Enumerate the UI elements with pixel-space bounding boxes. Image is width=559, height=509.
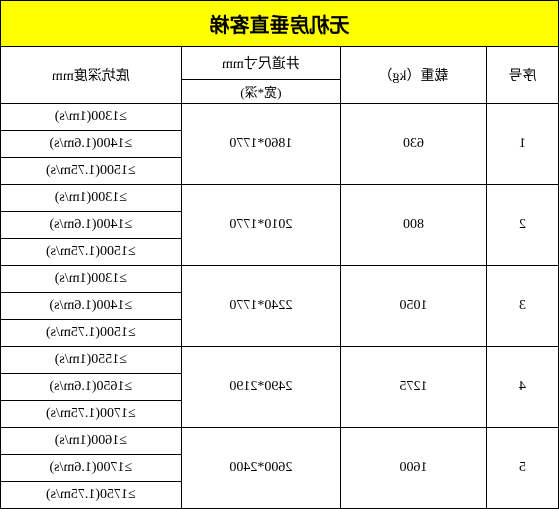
cell-shaft: 2490*2190 — [181, 347, 341, 428]
cell-load: 1600 — [341, 428, 487, 509]
cell-shaft: 2600*2400 — [181, 428, 341, 509]
header-seq: 序号 — [486, 47, 558, 104]
cell-seq: 5 — [486, 428, 558, 509]
header-load: 载重（kg） — [341, 47, 487, 104]
cell-load: 630 — [341, 104, 487, 185]
cell-depth: ≥1500(1.75m/s) — [1, 239, 182, 266]
cell-seq: 1 — [486, 104, 558, 185]
header-shaft-sub: (宽*深) — [181, 80, 341, 104]
cell-depth: ≥1400(1.6m/s) — [1, 131, 182, 158]
cell-shaft: 2010*1770 — [181, 185, 341, 266]
cell-depth: ≥1650(1.6m/s) — [1, 374, 182, 401]
cell-depth: ≥1550(1m/s) — [1, 347, 182, 374]
cell-seq: 2 — [486, 185, 558, 266]
cell-seq: 4 — [486, 347, 558, 428]
cell-depth: ≥1500(1.75m/s) — [1, 158, 182, 185]
table-body: 1 630 1860*1770 ≥1300(1m/s) ≥1400(1.6m/s… — [1, 104, 559, 509]
cell-load: 800 — [341, 185, 487, 266]
cell-seq: 3 — [486, 266, 558, 347]
cell-depth: ≥1700(1.6m/s) — [1, 455, 182, 482]
cell-depth: ≥1500(1.75m/s) — [1, 320, 182, 347]
cell-depth: ≥1700(1.75m/s) — [1, 401, 182, 428]
header-depth: 底坑深度mm — [1, 47, 182, 104]
cell-depth: ≥1400(1.6m/s) — [1, 212, 182, 239]
cell-load: 1275 — [341, 347, 487, 428]
cell-depth: ≥1400(1.6m/s) — [1, 293, 182, 320]
cell-load: 1050 — [341, 266, 487, 347]
cell-depth: ≥1300(1m/s) — [1, 266, 182, 293]
cell-shaft: 1860*1770 — [181, 104, 341, 185]
cell-shaft: 2240*1770 — [181, 266, 341, 347]
table-title: 无机房垂直客梯 — [0, 0, 559, 46]
cell-depth: ≥1750(1.75m/s) — [1, 482, 182, 509]
cell-depth: ≥1300(1m/s) — [1, 104, 182, 131]
elevator-spec-table: 序号 载重（kg） 井道尺寸mm 底坑深度mm (宽*深) 1 630 1860… — [0, 46, 559, 509]
header-shaft-main: 井道尺寸mm — [181, 47, 341, 80]
cell-depth: ≥1600(1m/s) — [1, 428, 182, 455]
cell-depth: ≥1300(1m/s) — [1, 185, 182, 212]
